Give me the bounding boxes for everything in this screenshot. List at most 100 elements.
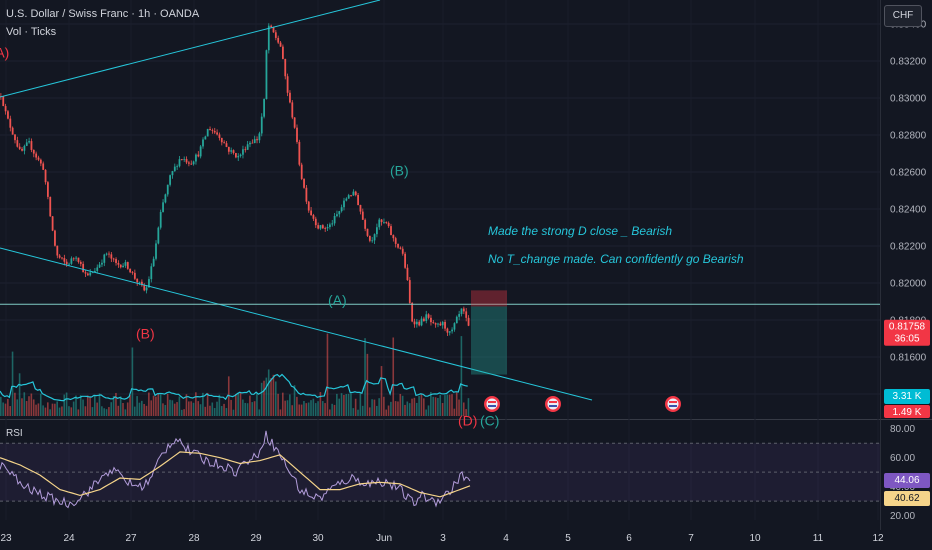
volume-bar <box>126 402 129 416</box>
candle-body <box>270 25 273 27</box>
volume-bar <box>115 392 117 416</box>
volume-indicator-label[interactable]: Vol · Ticks <box>6 26 57 38</box>
volume-bar <box>199 404 202 416</box>
volume-bar <box>312 398 315 416</box>
candle-body <box>343 200 345 208</box>
candle-body <box>197 154 200 157</box>
candle-body <box>42 163 45 170</box>
candle-body <box>169 175 171 185</box>
candle-body <box>131 272 134 274</box>
volume-bar <box>232 409 235 416</box>
volume-bar <box>453 408 456 416</box>
volume-bar <box>155 396 157 416</box>
candle-body <box>333 215 336 224</box>
candle-body <box>204 136 207 140</box>
volume-bar <box>392 337 395 416</box>
volume-bar <box>108 407 110 416</box>
candle-body <box>439 323 442 326</box>
currency-button[interactable]: CHF <box>884 5 922 27</box>
volume-bar <box>444 395 446 416</box>
candle-body <box>171 171 174 176</box>
volume-bar <box>145 405 148 416</box>
candle-body <box>345 198 348 201</box>
time-tick-label: Jun <box>376 533 392 544</box>
volume-bar <box>18 373 21 416</box>
volume-bar <box>211 402 214 416</box>
volume-bar <box>79 395 82 416</box>
volume-bar <box>72 401 75 416</box>
volume-bar <box>437 397 439 416</box>
candle-body <box>467 317 470 326</box>
candle-body <box>209 129 211 131</box>
candle-body <box>124 262 127 266</box>
volume-ma-tag-text: 3.31 K <box>893 391 922 402</box>
volume-bar <box>7 398 9 416</box>
chart-drawings[interactable]: (A)(C)(B)(B)(A)(D)(C)Made the strong D c… <box>0 0 880 428</box>
volume-bar <box>385 409 387 416</box>
volume-bar <box>455 392 458 416</box>
volume-bar <box>75 395 77 416</box>
volume-bar <box>326 333 329 416</box>
position-stop-zone <box>471 290 507 307</box>
volume-bar <box>390 401 392 416</box>
volume-bar <box>467 398 470 416</box>
price-axis[interactable]: 0.834000.832000.830000.828000.826000.824… <box>890 20 927 523</box>
volume-bar <box>446 394 449 416</box>
rsi-ma-tag-bg <box>884 491 930 506</box>
volume-bar <box>63 394 66 416</box>
candle-body <box>371 240 374 242</box>
time-axis[interactable]: 23 24 27 28 29 30 Jun 3 4 5 6 7 10 11 12 <box>0 533 884 544</box>
volume-bar <box>185 394 188 416</box>
candle-body <box>16 140 19 147</box>
volume-bar <box>423 398 425 416</box>
volume-bar <box>213 408 216 416</box>
candle-body <box>122 265 124 268</box>
candle-body <box>101 262 103 265</box>
volume-bar <box>317 401 319 416</box>
volume-bar <box>279 409 282 416</box>
volume-bar <box>371 399 373 416</box>
volume-bar <box>197 401 199 416</box>
time-tick-label: 10 <box>749 533 761 544</box>
volume-bar <box>307 402 310 416</box>
volume-bar <box>124 409 127 416</box>
symbol-title[interactable]: U.S. Dollar / Swiss Franc · 1h · OANDA <box>6 8 200 20</box>
candle-body <box>96 267 99 271</box>
candle-body <box>220 137 223 143</box>
candle-body <box>448 331 451 333</box>
volume-bar <box>91 407 94 416</box>
candle-body <box>145 287 148 291</box>
candle-body <box>354 191 357 195</box>
position-target-zone <box>471 306 507 375</box>
volume-bar <box>399 393 402 416</box>
candle-body <box>423 318 425 321</box>
candle-body <box>246 144 249 150</box>
volume-bar <box>171 400 174 416</box>
candle-body <box>162 202 164 212</box>
volume-bar <box>244 402 246 416</box>
volume-bar <box>415 402 418 416</box>
volume-bar <box>192 402 195 416</box>
candle-body <box>251 142 254 144</box>
volume-bar <box>178 396 181 416</box>
volume-bar <box>376 405 378 416</box>
volume-ma-line <box>0 373 468 402</box>
volume-bar <box>267 369 270 416</box>
time-tick-label: 7 <box>688 533 694 544</box>
volume-bar <box>314 403 317 416</box>
candle-body <box>136 278 139 283</box>
candle-body <box>65 261 68 265</box>
volume-bar <box>117 405 120 416</box>
candle-body <box>314 218 317 226</box>
volume-bar <box>347 393 350 416</box>
volume-bar <box>190 401 192 416</box>
candle-body <box>216 132 218 135</box>
volume-bar <box>397 401 399 416</box>
rsi-indicator-label[interactable]: RSI <box>6 428 23 439</box>
candle-body <box>68 263 70 265</box>
volume-bar <box>225 408 228 416</box>
volume-bar <box>458 399 460 416</box>
candle-body <box>180 159 183 160</box>
volume-bar <box>284 400 286 416</box>
